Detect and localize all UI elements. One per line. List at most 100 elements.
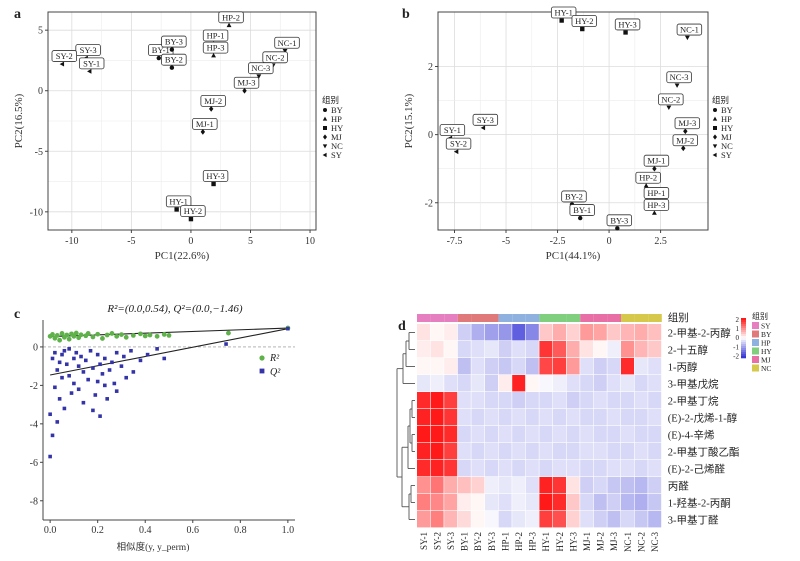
- data-point: HP-3: [643, 199, 670, 215]
- row-label: (E)-2-己烯醛: [668, 463, 726, 476]
- group-annotation-cell: [634, 314, 649, 322]
- q2-point: [67, 347, 71, 351]
- heatmap-cell: [471, 409, 485, 426]
- point-label: HP-1: [647, 188, 665, 198]
- color-scale-step: [741, 342, 746, 345]
- heatmap-cell: [648, 341, 662, 358]
- series-r2: [47, 325, 291, 343]
- heatmap-cell: [444, 341, 458, 358]
- legend-q2-label: Q²: [270, 367, 281, 378]
- heatmap-cell: [444, 375, 458, 392]
- point-label: NC-3: [670, 72, 689, 82]
- q2-point: [64, 362, 69, 367]
- q2-point: [224, 342, 228, 346]
- heatmap-cell: [498, 324, 512, 341]
- legend-label: MJ: [721, 132, 733, 142]
- color-scale-step: [741, 344, 746, 347]
- column-label: MJ-3: [609, 532, 619, 552]
- q2-point: [62, 406, 67, 411]
- heatmap-cell: [593, 494, 607, 511]
- heatmap-cell: [621, 409, 634, 426]
- point-label: HP-1: [207, 30, 225, 40]
- q2-point: [81, 400, 86, 405]
- heatmap-cell: [566, 426, 580, 443]
- heatmap-cell: [553, 324, 566, 341]
- point-label: HP-3: [207, 43, 225, 53]
- r2-point: [142, 333, 148, 339]
- heatmap-cell: [471, 324, 485, 341]
- legend-swatch: [752, 356, 759, 363]
- group-annotation-cell: [444, 314, 458, 322]
- data-point: BY-3: [161, 35, 187, 52]
- legend-label: SY: [761, 322, 771, 331]
- panel-a-pca-scatter: a -10 -5 0 5 10 5 0 -5 -10 PC1(22.6%) PC2(16.5%) SY-…: [13, 7, 343, 262]
- x-tick-label: 0: [188, 236, 193, 247]
- q2-point: [91, 408, 95, 413]
- heatmap-cell: [485, 443, 498, 460]
- heatmap-cell: [580, 494, 594, 511]
- heatmap-cell: [512, 511, 526, 528]
- column-label: MJ-1: [582, 532, 592, 551]
- heatmap-cell: [648, 392, 662, 409]
- y-tick-label: 2: [428, 62, 433, 73]
- group-annotation-cell: [539, 314, 553, 322]
- point-label: BY-1: [152, 45, 170, 55]
- point-marker: [208, 106, 214, 112]
- column-label: SY-3: [446, 532, 456, 551]
- q2-point: [57, 360, 62, 365]
- column-label: BY-1: [460, 532, 470, 551]
- heatmap-cell: [430, 494, 444, 511]
- r2-point: [66, 336, 72, 342]
- r2-point: [100, 336, 105, 341]
- heatmap-cell: [634, 494, 648, 511]
- heatmap-cell: [580, 443, 594, 460]
- data-point: SY-2: [51, 50, 77, 67]
- heatmap-cell: [607, 494, 621, 511]
- q2-point: [93, 393, 98, 397]
- data-point: HP-2: [635, 171, 661, 188]
- color-scale: 210-1-2: [733, 316, 746, 360]
- legend-q2-marker: [259, 368, 265, 374]
- point-label-box: [180, 205, 206, 218]
- heatmap-cell: [471, 358, 485, 375]
- column-label: NC-1: [623, 532, 633, 552]
- point-label: MJ-3: [678, 118, 696, 128]
- r2-point: [50, 332, 55, 337]
- heatmap-cell: [444, 460, 458, 477]
- heatmap-cell: [621, 375, 634, 392]
- q2-point: [50, 356, 55, 361]
- point-marker: [651, 210, 657, 215]
- color-scale-step: [741, 328, 746, 331]
- y-tick-label: 0: [33, 342, 38, 353]
- x-tick-label: 0.0: [44, 525, 57, 536]
- heatmap-cell: [607, 392, 621, 409]
- r2-point: [161, 332, 167, 337]
- group-annotation-cell: [593, 314, 608, 322]
- heatmap-cell: [471, 426, 485, 443]
- heatmap-cell: [512, 460, 526, 477]
- q2-point: [48, 454, 52, 459]
- legend-label: BY: [331, 105, 343, 115]
- heatmap-cell: [607, 477, 621, 494]
- heatmap-cell: [512, 477, 526, 494]
- heatmap-cell: [553, 375, 566, 392]
- q2-point: [103, 383, 107, 388]
- heatmap-cell: [444, 477, 458, 494]
- heatmap-cell: [593, 375, 607, 392]
- point-label: BY-3: [165, 37, 183, 47]
- y-tick-label: 0: [38, 86, 43, 97]
- q2-point: [72, 381, 76, 386]
- color-scale-tick: -1: [733, 343, 739, 351]
- heatmap-cell: [417, 341, 430, 358]
- color-scale-step: [741, 346, 746, 349]
- heatmap-cell: [485, 375, 498, 392]
- color-scale-step: [741, 350, 746, 353]
- heatmap-cell: [621, 494, 634, 511]
- group-annotation-cell: [417, 314, 431, 322]
- heatmap-cell: [444, 494, 458, 511]
- point-marker: [200, 129, 206, 135]
- q2-point: [103, 356, 107, 361]
- heatmap-cell: [648, 375, 662, 392]
- point-marker: [674, 83, 680, 88]
